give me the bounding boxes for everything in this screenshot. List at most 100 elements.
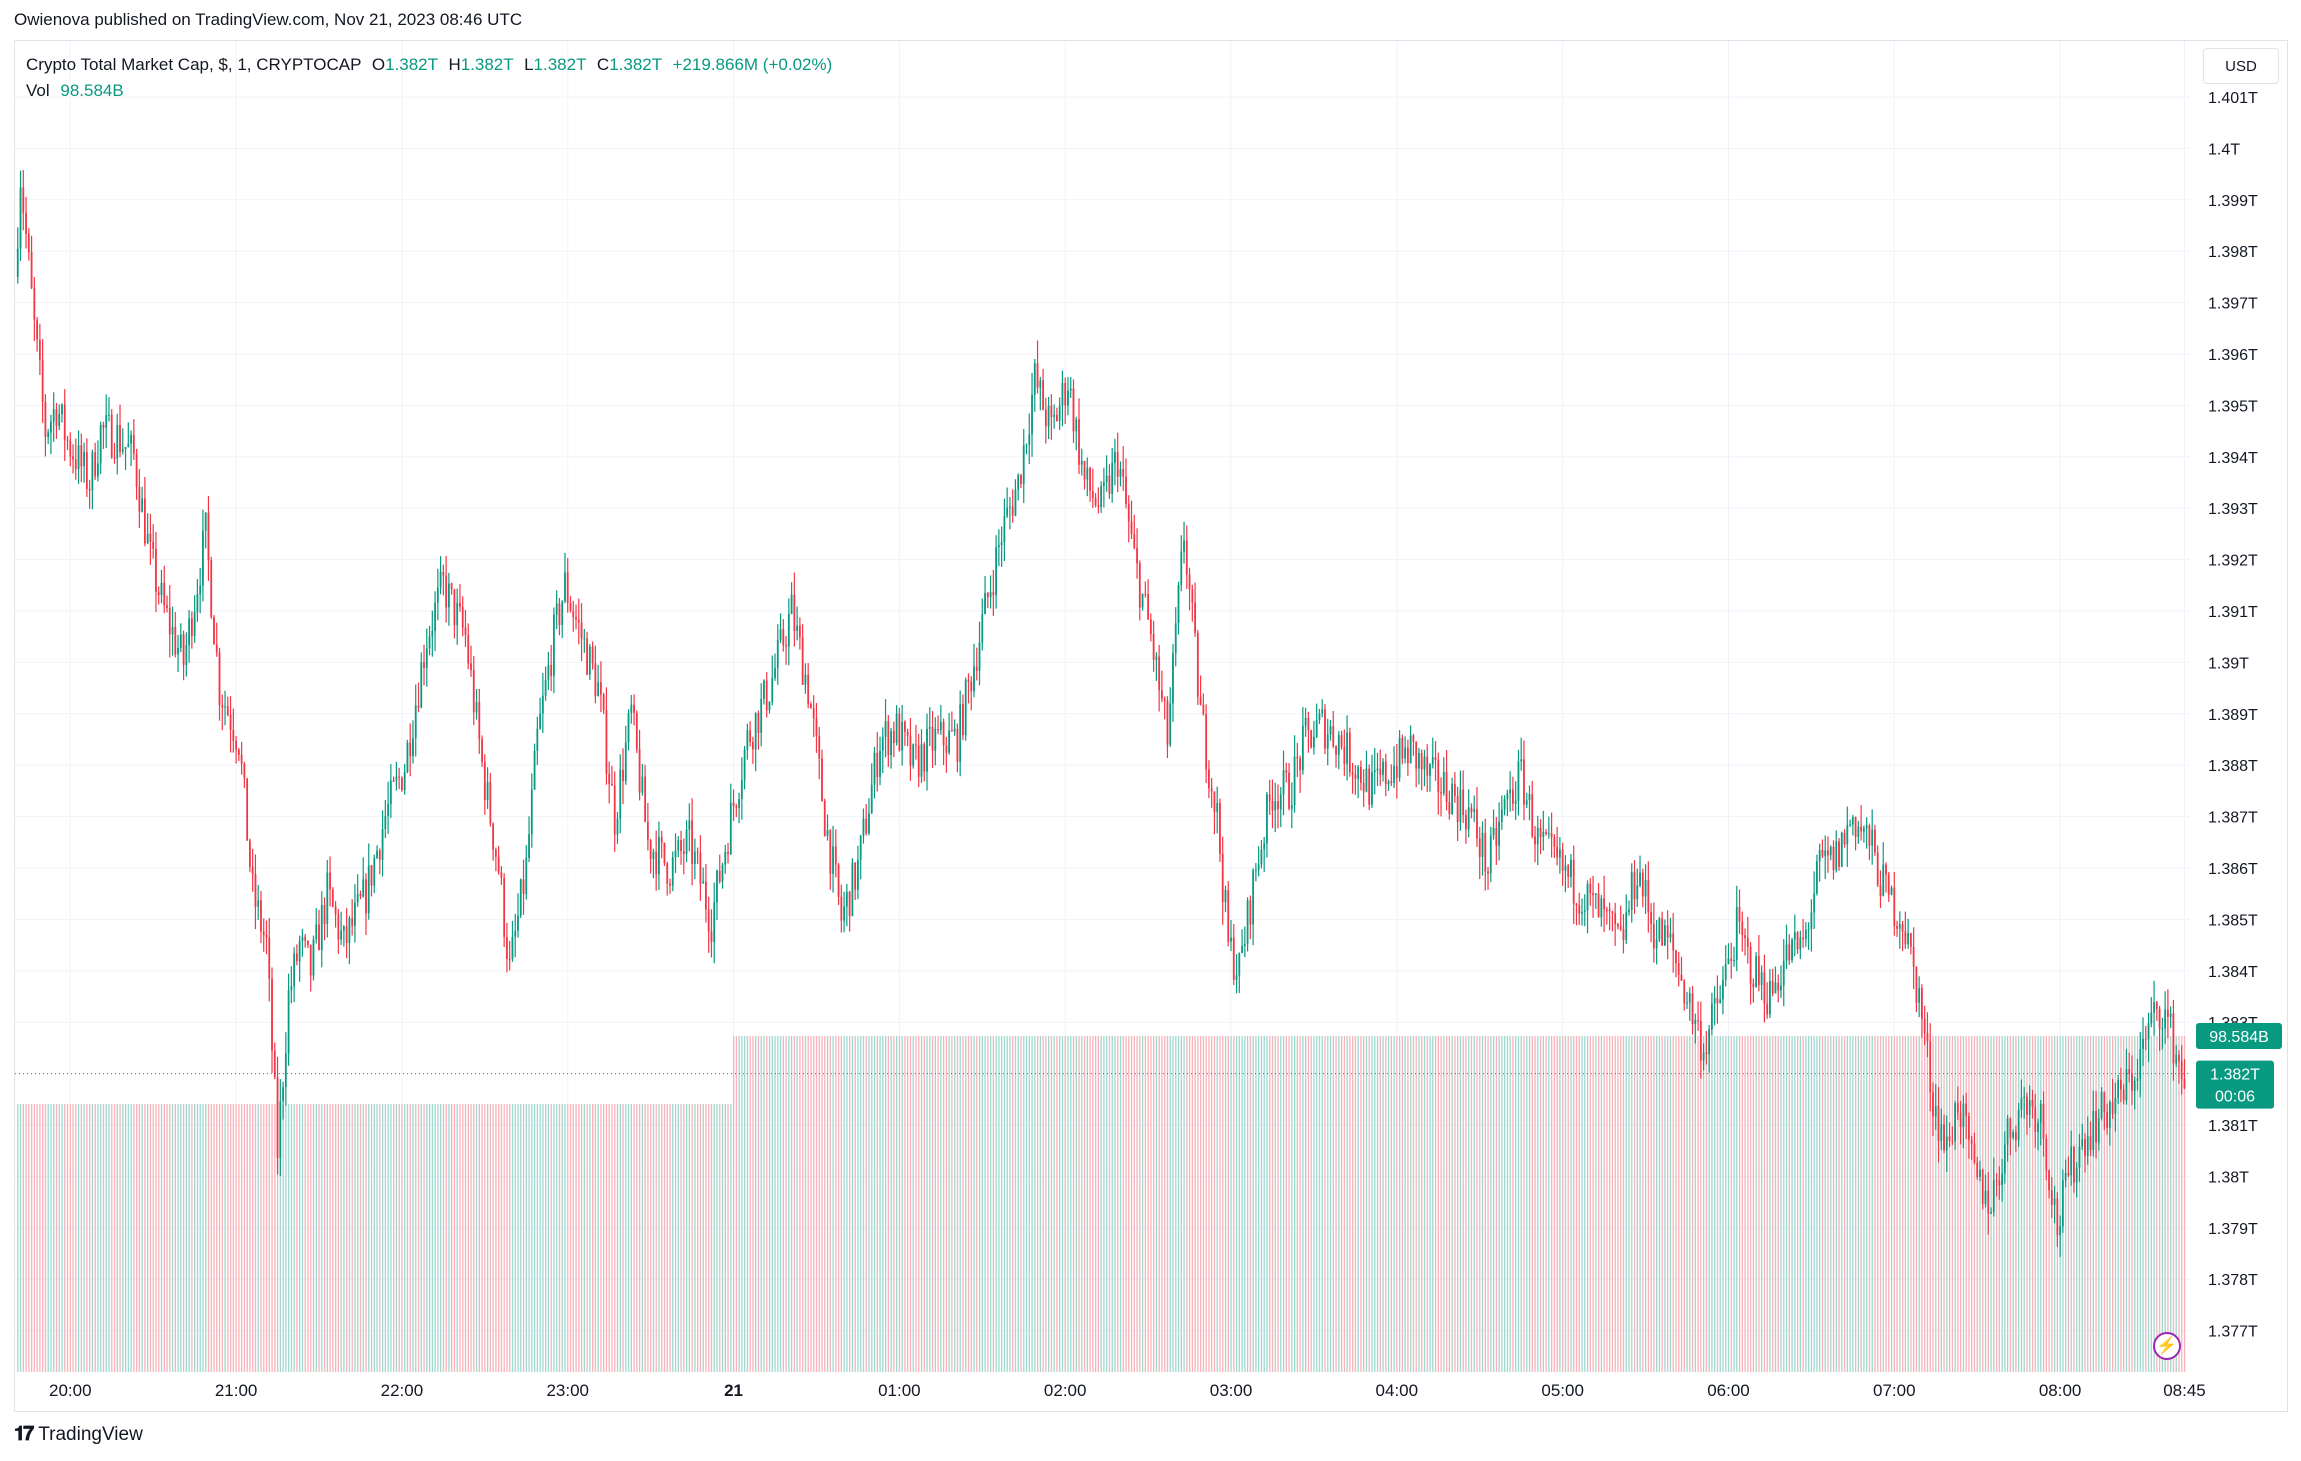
candle-body [403,771,406,791]
volume-bar [354,1104,356,1372]
candle-body [890,730,892,756]
volume-bar [459,1104,461,1372]
candle-body [1835,841,1838,871]
volume-label[interactable]: Vol [26,81,50,100]
candle-body [992,592,995,595]
open-label: O [371,55,386,74]
price-tick-label: 1.395T [2208,398,2258,415]
volume-bar [36,1104,38,1372]
volume-bar [1910,1036,1912,1372]
volume-bar [1515,1036,1517,1372]
volume-bar [738,1036,740,1372]
volume-bar [2109,1036,2111,1372]
volume-bar [1492,1036,1495,1372]
candle-body [633,704,635,713]
candle-body [1445,771,1448,802]
volume-bar [647,1104,649,1372]
volume-bar [1885,1036,1887,1372]
candle-body [1528,794,1531,801]
volume-bar [1321,1036,1323,1372]
volume-bar [1313,1036,1315,1372]
candle-body [295,953,298,962]
candle-body [2050,1190,2053,1205]
symbol-title[interactable]: Crypto Total Market Cap, $, 1, CRYPTOCAP [26,55,362,74]
candle-body [2100,1091,2103,1119]
volume-bar [879,1036,881,1372]
publisher-line: Owienova published on TradingView.com, N… [14,10,523,29]
volume-bar [387,1104,389,1372]
volume-bar [575,1104,577,1372]
candle-body [2117,1079,2120,1098]
volume-bar [1534,1036,1536,1372]
volume-bar [478,1104,480,1372]
volume-bar [351,1104,353,1372]
candle-body [1343,747,1346,764]
volume-bar [1421,1036,1423,1372]
volume-bar [799,1036,801,1372]
candle-body [870,784,873,814]
volume-bar [1092,1036,1094,1372]
volume-bar [1050,1036,1053,1372]
time-tick-label: 22:00 [381,1381,424,1400]
candle-body [798,625,801,638]
candle-body [710,931,713,943]
time-tick-label: 04:00 [1376,1381,1419,1400]
candle-body [124,447,127,449]
candle-body [1194,602,1196,633]
candle-body [934,729,937,751]
volume-bar [1843,1036,1846,1372]
time-tick-label: 20:00 [49,1381,92,1400]
candle-body [359,894,362,897]
candle-body [881,737,884,751]
volume-bar [1935,1036,1937,1372]
lightning-icon[interactable]: ⚡ [2153,1332,2181,1360]
candle-body [956,728,959,762]
candle-body [1558,849,1561,858]
candle-body [1232,937,1235,980]
volume-bar [1675,1036,1677,1372]
volume-bar [951,1036,953,1372]
volume-bar [97,1104,99,1372]
volume-bar [111,1104,113,1372]
volume-bar [2009,1036,2012,1372]
volume-bar [1009,1036,1011,1372]
candle-body [1686,1002,1688,1004]
candle-body [616,818,619,835]
candle-body [1252,870,1255,925]
volume-bar [766,1036,768,1372]
candle-body [1658,918,1661,940]
candle-body [2172,1013,2175,1064]
tradingview-logo[interactable]: 𝟏𝟕 TradingView [14,1423,143,1446]
volume-bar [498,1104,500,1372]
volume-bar [1371,1036,1373,1372]
volume-bar [666,1104,668,1372]
candle-body [1406,747,1409,764]
candle-body [586,638,588,675]
volume-bar [1940,1036,1942,1372]
candle-body [2133,1080,2136,1091]
volume-bar [1578,1036,1580,1372]
volume-bar [1702,1036,1705,1372]
candle-body [2169,1013,2172,1017]
volume-bar [1387,1036,1390,1372]
volume-bar [119,1104,121,1372]
volume-bar [1260,1036,1263,1372]
volume-bar [1957,1036,1959,1372]
candle-body [1053,414,1056,418]
volume-bar [1550,1036,1553,1372]
candle-body [1597,893,1600,918]
volume-bar [1451,1036,1453,1372]
candle-body [1757,956,1760,985]
volume-bar [1117,1036,1119,1372]
volume-bar [713,1104,715,1372]
volume-bar [592,1104,594,1372]
volume-bar [616,1104,619,1372]
candle-body [497,856,500,873]
volume-bar [1219,1036,1221,1372]
volume-bar [517,1104,519,1372]
candle-body [1697,1020,1699,1022]
currency-button[interactable]: USD [2203,48,2279,84]
candle-body [489,782,492,824]
candle-body [1243,943,1246,946]
